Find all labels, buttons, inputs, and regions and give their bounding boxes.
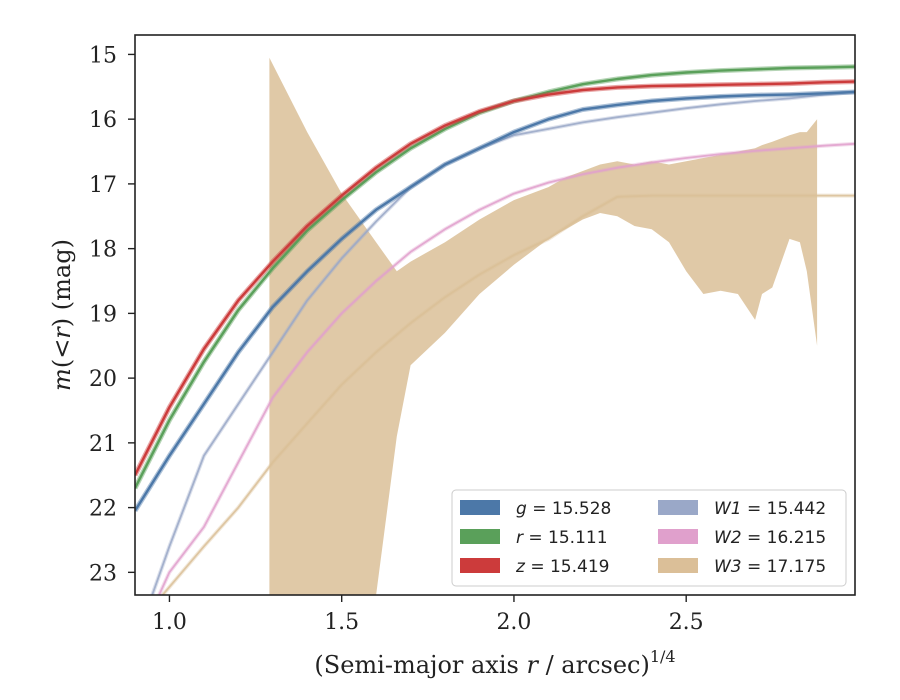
plot-area (135, 57, 855, 595)
w3-uncertainty-band (269, 57, 818, 595)
x-tick-label: 1.0 (152, 610, 187, 635)
series-w3 (161, 193, 855, 595)
series-w1-line (151, 91, 855, 595)
legend-item-z: z = 15.419 (460, 557, 609, 577)
legend-swatch (658, 558, 698, 573)
legend-swatch (460, 558, 500, 573)
y-tick-label: 15 (89, 43, 117, 68)
y-tick-label: 16 (89, 108, 117, 133)
legend-swatch (658, 529, 698, 544)
series-w2-line (158, 142, 855, 595)
y-tick-label: 19 (89, 302, 117, 327)
legend-item-w3: W3 = 17.175 (658, 557, 826, 577)
legend-label: W1 = 15.442 (714, 499, 826, 519)
legend-swatch (460, 529, 500, 544)
y-tick-label: 20 (89, 367, 117, 392)
legend: g = 15.528 r = 15.111 z = 15.419 W1 = 15.44… (451, 489, 847, 587)
legend-item-w1: W1 = 15.442 (658, 499, 826, 519)
legend-item-w2: W2 = 16.215 (658, 528, 826, 548)
x-tick-label: 2.0 (496, 610, 531, 635)
axes-frame (134, 34, 856, 596)
series-w3-line (161, 194, 855, 595)
y-tick-label: 17 (89, 173, 117, 198)
series-g (135, 89, 855, 513)
legend-swatch (658, 500, 698, 515)
series-z (135, 79, 855, 477)
legend-swatch (460, 500, 500, 515)
legend-label: z = 15.419 (515, 557, 609, 577)
y-tick-label: 22 (89, 497, 117, 522)
legend-label: g = 15.528 (516, 499, 611, 519)
y-tick-label: 23 (89, 561, 117, 586)
legend-label: r = 15.111 (516, 528, 608, 548)
legend-label: W3 = 17.175 (714, 557, 826, 577)
x-axis-label: (Semi-major axis r / arcsec)1/4 (314, 647, 675, 679)
y-tick-label: 21 (89, 432, 117, 457)
series-g-line (135, 90, 855, 512)
x-tick-label: 2.5 (669, 610, 704, 635)
legend-label: W2 = 16.215 (714, 528, 826, 548)
legend-box (451, 489, 847, 587)
axis-ticks: 1.0 1.5 2.0 2.5 15 16 17 18 19 20 21 22 23 (89, 43, 704, 635)
series-w1 (150, 90, 855, 595)
legend-item-g: g = 15.528 (460, 499, 611, 519)
y-axis-label: m(<r) (mag) (48, 239, 76, 391)
x-tick-label: 1.5 (324, 610, 359, 635)
series-w2 (157, 141, 855, 595)
legend-item-r: r = 15.111 (460, 528, 608, 548)
y-tick-label: 18 (89, 238, 117, 263)
series-z-line (135, 80, 855, 476)
